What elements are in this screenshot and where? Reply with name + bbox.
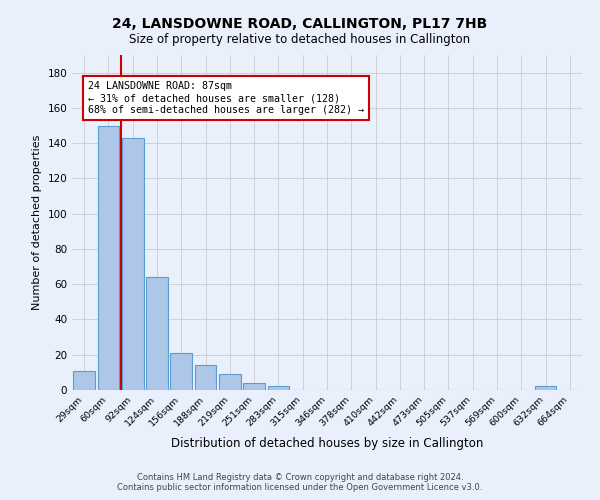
- Bar: [243, 383, 265, 390]
- Text: 24 LANSDOWNE ROAD: 87sqm
← 31% of detached houses are smaller (128)
68% of semi-: 24 LANSDOWNE ROAD: 87sqm ← 31% of detach…: [88, 82, 364, 114]
- Bar: [97, 126, 119, 390]
- Text: 24, LANSDOWNE ROAD, CALLINGTON, PL17 7HB: 24, LANSDOWNE ROAD, CALLINGTON, PL17 7HB: [112, 18, 488, 32]
- Bar: [73, 370, 95, 390]
- Bar: [535, 386, 556, 390]
- Bar: [146, 277, 168, 390]
- Bar: [122, 138, 143, 390]
- X-axis label: Distribution of detached houses by size in Callington: Distribution of detached houses by size …: [171, 436, 483, 450]
- Bar: [194, 366, 217, 390]
- Text: Contains HM Land Registry data © Crown copyright and database right 2024.
Contai: Contains HM Land Registry data © Crown c…: [118, 473, 482, 492]
- Y-axis label: Number of detached properties: Number of detached properties: [32, 135, 42, 310]
- Bar: [268, 386, 289, 390]
- Bar: [219, 374, 241, 390]
- Text: Size of property relative to detached houses in Callington: Size of property relative to detached ho…: [130, 32, 470, 46]
- Bar: [170, 353, 192, 390]
